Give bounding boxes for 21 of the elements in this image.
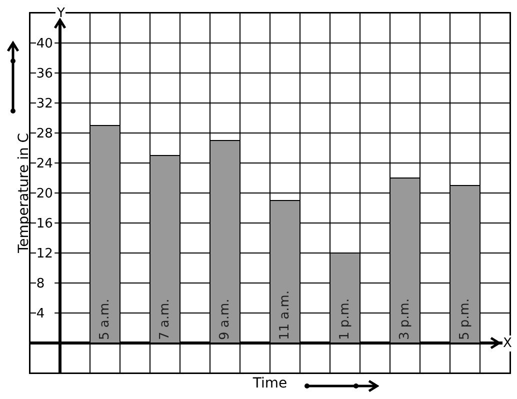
- x-tick-label: 5 p.m.: [458, 298, 472, 340]
- x-tick-label: 3 p.m.: [398, 298, 412, 340]
- x-tick-label: 1 p.m.: [338, 298, 352, 340]
- y-tick-label: 16: [36, 216, 53, 232]
- y-axis-title: Temperature in C: [16, 132, 32, 254]
- x-axis-title: Time: [252, 375, 288, 392]
- x-tick-label: 9 a.m.: [218, 298, 232, 340]
- y-tick-label: 28: [36, 126, 53, 142]
- y-tick-label: 40: [36, 36, 53, 52]
- annotation: Y: [56, 6, 65, 21]
- y-tick-label: 20: [36, 186, 53, 202]
- y-tick-label: 36: [36, 66, 53, 82]
- y-tick-label: 4: [36, 306, 45, 322]
- x-tick-label: 5 a.m.: [98, 298, 112, 340]
- y-tick-label: 32: [36, 96, 53, 112]
- x-tick-label: 11 a.m.: [278, 290, 292, 340]
- y-tick-label: 24: [36, 156, 53, 172]
- annotation: X: [503, 336, 512, 351]
- y-tick-label: 8: [36, 276, 45, 292]
- x-tick-label: 7 a.m.: [158, 298, 172, 340]
- y-tick-label: 12: [36, 246, 53, 262]
